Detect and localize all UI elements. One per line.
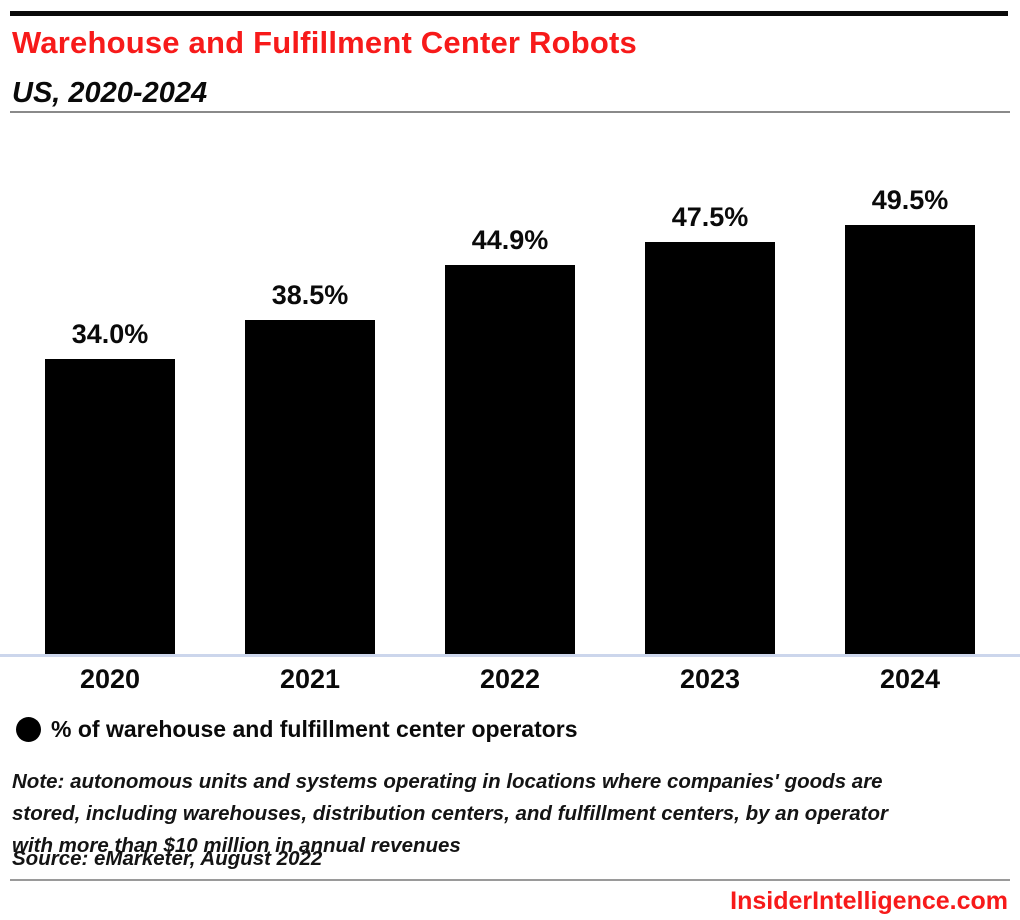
bar-group: 38.5% (245, 280, 375, 654)
header-divider-rule (10, 111, 1010, 113)
bar-value-label: 47.5% (671, 202, 749, 233)
x-axis-tick-label: 2020 (79, 664, 141, 694)
bar (645, 242, 775, 654)
bar-group: 34.0% (45, 319, 175, 654)
plot-area: 34.0% 38.5% 44.9% 47.5% 49.5% (0, 113, 1020, 657)
footer-divider-rule (10, 879, 1010, 881)
bar-value-label: 44.9% (471, 224, 549, 255)
brand-link[interactable]: InsiderIntelligence.com (730, 887, 1008, 915)
bar (245, 320, 375, 654)
chart-legend: % of warehouse and fulfillment center op… (16, 716, 578, 743)
bar-group: 44.9% (445, 225, 575, 654)
x-axis-tick-label: 2021 (279, 664, 341, 694)
legend-label: % of warehouse and fulfillment center op… (51, 716, 578, 742)
bar-group: 47.5% (645, 202, 775, 654)
x-axis-tick-label: 2023 (679, 664, 741, 694)
bar (45, 359, 175, 654)
x-axis-tick-label: 2022 (479, 664, 541, 694)
top-divider-rule (10, 11, 1008, 16)
bar (445, 264, 575, 654)
x-axis-tick-label: 2024 (879, 664, 941, 694)
bar-value-label: 49.5% (871, 184, 949, 215)
footnote: Note: autonomous units and systems opera… (12, 770, 888, 857)
x-axis-labels: 2020 2021 2022 2023 2024 (0, 664, 1020, 695)
bar-value-label: 34.0% (71, 319, 149, 350)
bar-value-label: 38.5% (271, 280, 349, 311)
chart-title: Warehouse and Fulfillment Center Robots (12, 25, 637, 60)
chart-subtitle: US, 2020-2024 (12, 77, 208, 109)
bar-group: 49.5% (845, 185, 975, 654)
legend-dot-icon (16, 717, 41, 742)
source-line: Source: eMarketer, August 2022 (12, 847, 323, 870)
bar (845, 224, 975, 654)
